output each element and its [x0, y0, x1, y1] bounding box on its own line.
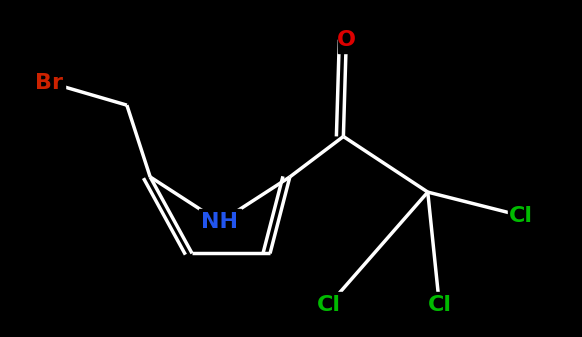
Bar — [508, 202, 534, 229]
Bar — [338, 26, 355, 53]
Text: O: O — [337, 30, 356, 50]
Bar — [315, 292, 342, 318]
Bar — [34, 69, 66, 96]
Text: Br: Br — [36, 72, 63, 93]
Bar — [199, 209, 241, 236]
Text: NH: NH — [201, 212, 239, 232]
Text: Cl: Cl — [317, 295, 341, 315]
Bar — [426, 292, 453, 318]
Text: Cl: Cl — [427, 295, 452, 315]
Text: Cl: Cl — [509, 206, 533, 226]
